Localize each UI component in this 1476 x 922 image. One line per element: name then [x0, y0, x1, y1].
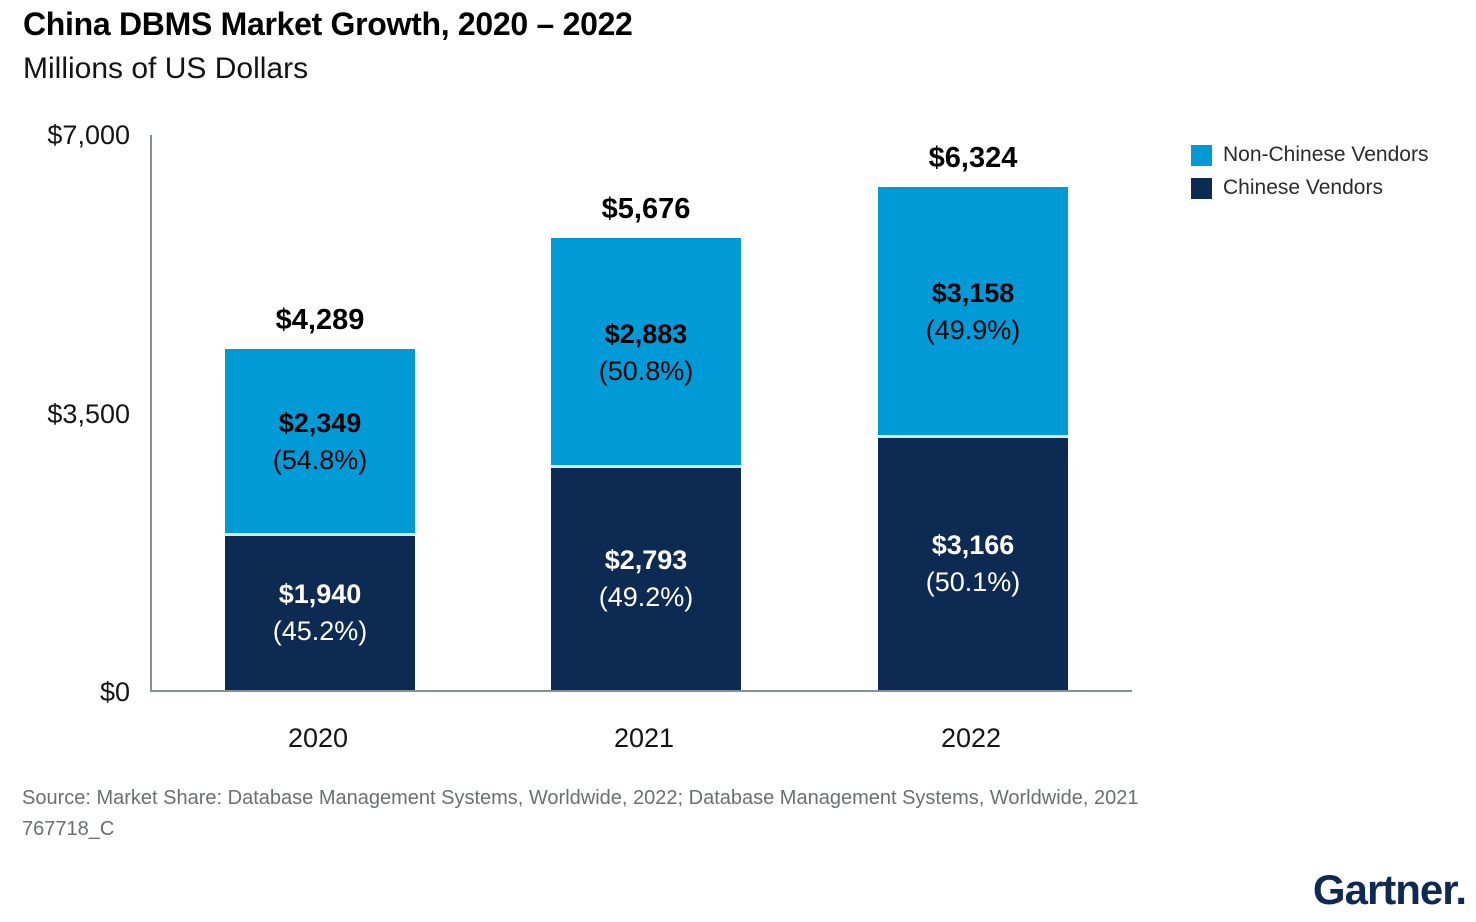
x-axis-label-2020: 2020: [287, 723, 349, 753]
segment-share-label: (50.1%): [925, 567, 1021, 598]
legend-item: Non-Chinese Vendors: [1191, 143, 1428, 167]
segment-value-label: $3,166: [931, 530, 1015, 561]
bar-total-label: $4,289: [275, 303, 365, 336]
segment-share-label: (45.2%): [272, 615, 368, 646]
x-axis-label-2022: 2022: [940, 723, 1002, 753]
y-axis-tick-label: $7,000: [47, 120, 130, 150]
segment-value-label: $2,883: [604, 319, 688, 350]
segment-non-chinese-2022: $3,158 (49.9%): [878, 186, 1068, 439]
source-line1: Source: Market Share: Database Managemen…: [22, 787, 1139, 809]
chart-title: China DBMS Market Growth, 2020 – 2022: [23, 6, 633, 42]
chart-subtitle: Millions of US Dollars: [23, 52, 309, 85]
segment-chinese-2021: $2,793 (49.2%): [551, 467, 741, 690]
legend-swatch-icon: [1191, 144, 1212, 166]
segment-share-label: (50.8%): [598, 356, 694, 387]
x-axis-label-2021: 2021: [613, 723, 675, 753]
bar-total-label: $5,676: [601, 193, 691, 226]
source-note: Source: Market Share: Database Managemen…: [22, 783, 1138, 845]
source-line2: 767718_C: [22, 818, 115, 840]
bar-2021: $2,793 (49.2%) $2,883 (50.8%) $5,676: [551, 193, 741, 690]
y-axis-tick-label: $0: [99, 677, 130, 707]
segment-divider: [878, 435, 1068, 439]
segment-value-label: $2,349: [278, 408, 362, 439]
legend-label: Chinese Vendors: [1223, 176, 1383, 199]
bar-2020: $1,940 (45.2%) $2,349 (54.8%) $4,289: [225, 304, 415, 690]
segment-label-block: $2,883 (50.8%): [551, 316, 741, 390]
segment-divider: [225, 532, 415, 536]
segment-non-chinese-2020: $2,349 (54.8%): [225, 348, 415, 536]
segment-label-block: $3,158 (49.9%): [878, 275, 1068, 349]
segment-chinese-2022: $3,166 (50.1%): [878, 438, 1068, 690]
segment-chinese-2020: $1,940 (45.2%): [225, 535, 415, 690]
segment-value-label: $3,158: [931, 278, 1015, 309]
segment-label-block: $2,349 (54.8%): [225, 405, 415, 479]
gartner-logo: Gartner.: [1312, 866, 1467, 913]
segment-value-label: $2,793: [604, 544, 688, 575]
segment-share-label: (49.2%): [598, 581, 694, 612]
y-axis-tick-label: $3,500: [47, 398, 130, 429]
segment-label-block: $3,166 (50.1%): [878, 527, 1068, 601]
plot-area: $1,940 (45.2%) $2,349 (54.8%) $4,289 $2,793 (4…: [150, 135, 1132, 692]
segment-non-chinese-2021: $2,883 (50.8%): [551, 238, 741, 468]
segment-value-label: $1,940: [278, 578, 362, 609]
legend-item: Chinese Vendors: [1191, 176, 1428, 200]
legend-label: Non-Chinese Vendors: [1223, 143, 1429, 166]
bar-2022: $3,166 (50.1%) $3,158 (49.9%) $6,324: [878, 142, 1068, 690]
segment-label-block: $1,940 (45.2%): [225, 576, 415, 650]
legend-swatch-icon: [1191, 177, 1212, 199]
segment-share-label: (54.8%): [272, 445, 368, 476]
segment-share-label: (49.9%): [925, 315, 1021, 346]
segment-label-block: $2,793 (49.2%): [551, 542, 741, 616]
segment-divider: [551, 464, 741, 468]
legend: Non-Chinese Vendors Chinese Vendors: [1191, 143, 1428, 209]
bar-total-label: $6,324: [928, 141, 1018, 174]
